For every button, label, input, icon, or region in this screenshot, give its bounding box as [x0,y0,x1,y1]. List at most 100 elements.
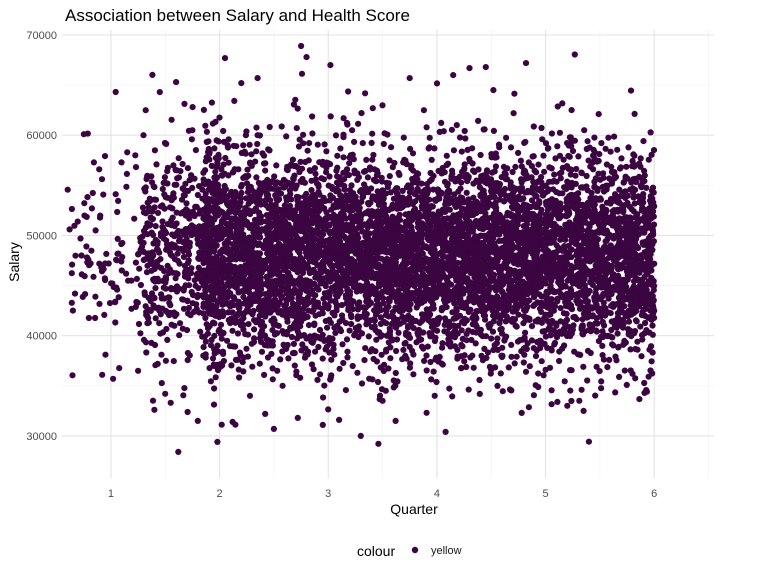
scatter-point [402,271,408,277]
scatter-point [100,192,106,198]
scatter-point [339,341,345,347]
scatter-point [535,162,541,168]
scatter-point [400,308,406,314]
scatter-point [280,184,286,190]
scatter-point [268,351,274,357]
scatter-point [171,358,177,364]
scatter-point [251,326,257,332]
scatter-point [379,102,385,108]
scatter-point [169,231,175,237]
scatter-point [414,304,420,310]
scatter-point [574,291,580,297]
scatter-point [510,318,516,324]
scatter-point [401,135,407,141]
scatter-point [378,321,384,327]
scatter-point [305,148,311,154]
scatter-point [358,110,364,116]
scatter-point [124,171,130,177]
scatter-point [69,372,75,378]
scatter-point [143,349,149,355]
scatter-point [325,305,331,311]
scatter-point [211,145,217,151]
scatter-point [455,188,461,194]
scatter-point [289,311,295,317]
scatter-point [176,155,182,161]
scatter-point [213,374,219,380]
scatter-point [328,113,334,119]
scatter-point [568,398,574,404]
scatter-point [83,243,89,249]
scatter-point [535,384,541,390]
scatter-point [259,349,265,355]
scatter-point [344,354,350,360]
scatter-point [442,315,448,321]
scatter-point [284,166,290,172]
scatter-point [636,278,642,284]
scatter-point [92,294,98,300]
scatter-point [69,300,75,306]
scatter-point [462,135,468,141]
scatter-point [92,315,98,321]
scatter-point [240,368,246,374]
scatter-point [224,338,230,344]
scatter-point [508,144,514,150]
scatter-point [373,337,379,343]
scatter-point [481,346,487,352]
scatter-point [97,213,103,219]
scatter-point [189,289,195,295]
scatter-point [152,147,158,153]
scatter-point [510,110,516,116]
scatter-point [272,210,278,216]
scatter-point [382,130,388,136]
scatter-point [277,356,283,362]
scatter-point [362,90,368,96]
scatter-point [155,210,161,216]
scatter-point [369,376,375,382]
scatter-point [328,372,334,378]
scatter-point [498,370,504,376]
scatter-point [88,248,94,254]
scatter-point [647,308,653,314]
scatter-point [294,125,300,131]
scatter-point [324,325,330,331]
scatter-point [321,383,327,389]
scatter-point [603,146,609,152]
scatter-point [166,312,172,318]
scatter-point [353,213,359,219]
scatter-point [311,322,317,328]
scatter-point [90,274,96,280]
scatter-point [423,353,429,359]
scatter-point [356,174,362,180]
scatter-point [143,107,149,113]
scatter-point [202,123,208,129]
scatter-point [647,367,653,373]
scatter-point [65,187,71,193]
scatter-point [567,388,573,394]
scatter-point [631,278,637,284]
scatter-point [101,312,107,318]
scatter-point [328,357,334,363]
scatter-point [557,130,563,136]
scatter-point [541,169,547,175]
scatter-point [606,357,612,363]
scatter-point [424,367,430,373]
scatter-point [464,190,470,196]
scatter-point [604,364,610,370]
scatter-point [203,158,209,164]
scatter-point [494,383,500,389]
scatter-point [82,291,88,297]
scatter-point [591,147,597,153]
scatter-point [158,291,164,297]
scatter-point [431,369,437,375]
scatter-point [328,207,334,213]
scatter-point [579,387,585,393]
scatter-point [155,247,161,253]
scatter-point [160,186,166,192]
scatter-point [383,320,389,326]
scatter-point [207,286,213,292]
scatter-point [243,174,249,180]
scatter-point [407,146,413,152]
scatter-point [292,350,298,356]
scatter-point [305,227,311,233]
scatter-point [503,135,509,141]
